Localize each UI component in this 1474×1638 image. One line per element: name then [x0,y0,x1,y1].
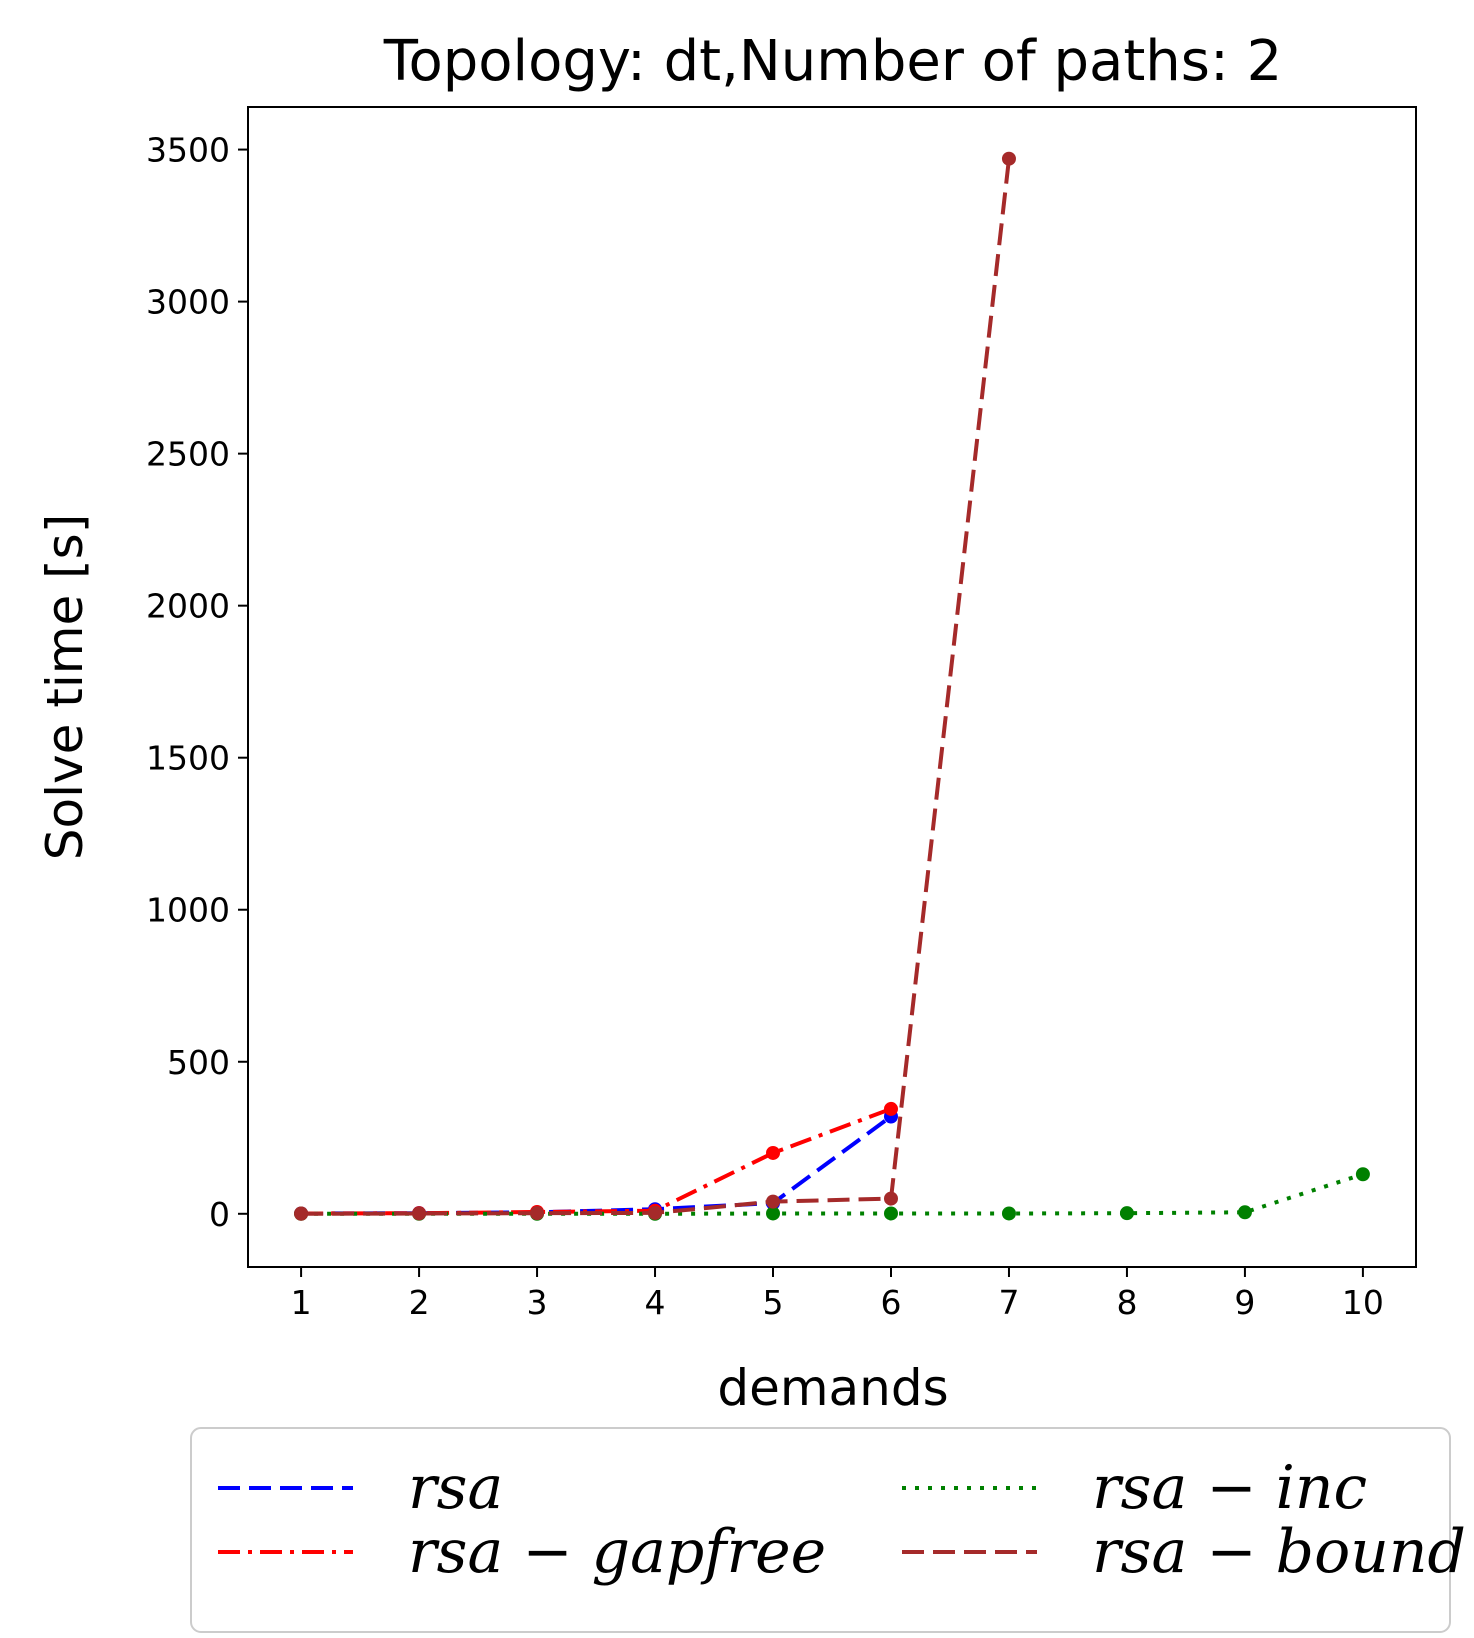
legend-entry: rsa [218,1453,503,1523]
data-point [648,1205,663,1220]
legend-entry: rsa − gapfree [218,1517,826,1587]
data-point [883,1191,898,1206]
series-line [301,158,1011,1216]
legend-frame [190,1427,1451,1633]
data-point [294,1206,309,1221]
y-tick-label: 3000 [146,283,230,322]
data-point [1119,1206,1134,1221]
x-tick-label: 9 [1234,1283,1255,1322]
y-tick-label: 2500 [146,435,230,474]
legend-label: rsa − gapfree [408,1517,826,1587]
y-tick-label: 2000 [146,587,230,626]
x-tick-label: 8 [1116,1283,1137,1322]
x-tick-label: 2 [409,1283,430,1322]
x-axis-label: demands [717,1359,948,1417]
legend-entry: rsa − inc [902,1453,1367,1523]
data-point [883,1101,898,1116]
legend-label: rsa [408,1453,503,1523]
data-point [1001,151,1016,166]
data-point [766,1194,781,1209]
plot-frame [247,106,1417,1268]
series-line [301,1107,892,1216]
data-point [1355,1167,1370,1182]
series-4 [294,151,1016,1221]
x-tick-label: 1 [291,1283,312,1322]
data-point [883,1206,898,1221]
legend-label: rsa − bound [1092,1517,1466,1587]
legend-entry: rsa − bound [902,1517,1466,1587]
data-point [530,1206,545,1221]
x-tick-label: 6 [880,1283,901,1322]
y-tick-label: 500 [167,1043,230,1082]
y-axis: 0 500 1000 1500 2000 2500 3000 3500 [146,131,248,1234]
y-tick-label: 0 [209,1195,230,1234]
series-line [301,1172,1364,1216]
data-point [412,1206,427,1221]
y-axis-label: Solve time [s] [36,514,94,860]
y-tick-label: 1000 [146,891,230,930]
chart-title: Topology: dt,Number of paths: 2 [383,29,1283,94]
series-1 [294,1109,898,1221]
x-tick-label: 4 [645,1283,666,1322]
x-tick-label: 10 [1342,1283,1384,1322]
plot-area [294,151,1370,1221]
data-point [766,1206,781,1221]
data-point [1001,1206,1016,1221]
legend-label: rsa − inc [1092,1453,1367,1523]
x-tick-label: 5 [763,1283,784,1322]
y-tick-label: 1500 [146,739,230,778]
data-point [1237,1205,1252,1220]
x-axis: 1 2 3 4 5 6 7 8 9 10 [291,1267,1384,1322]
y-tick-label: 3500 [146,131,230,170]
series-3 [294,1167,1370,1221]
data-point [766,1145,781,1160]
x-tick-label: 3 [527,1283,548,1322]
x-tick-label: 7 [998,1283,1019,1322]
